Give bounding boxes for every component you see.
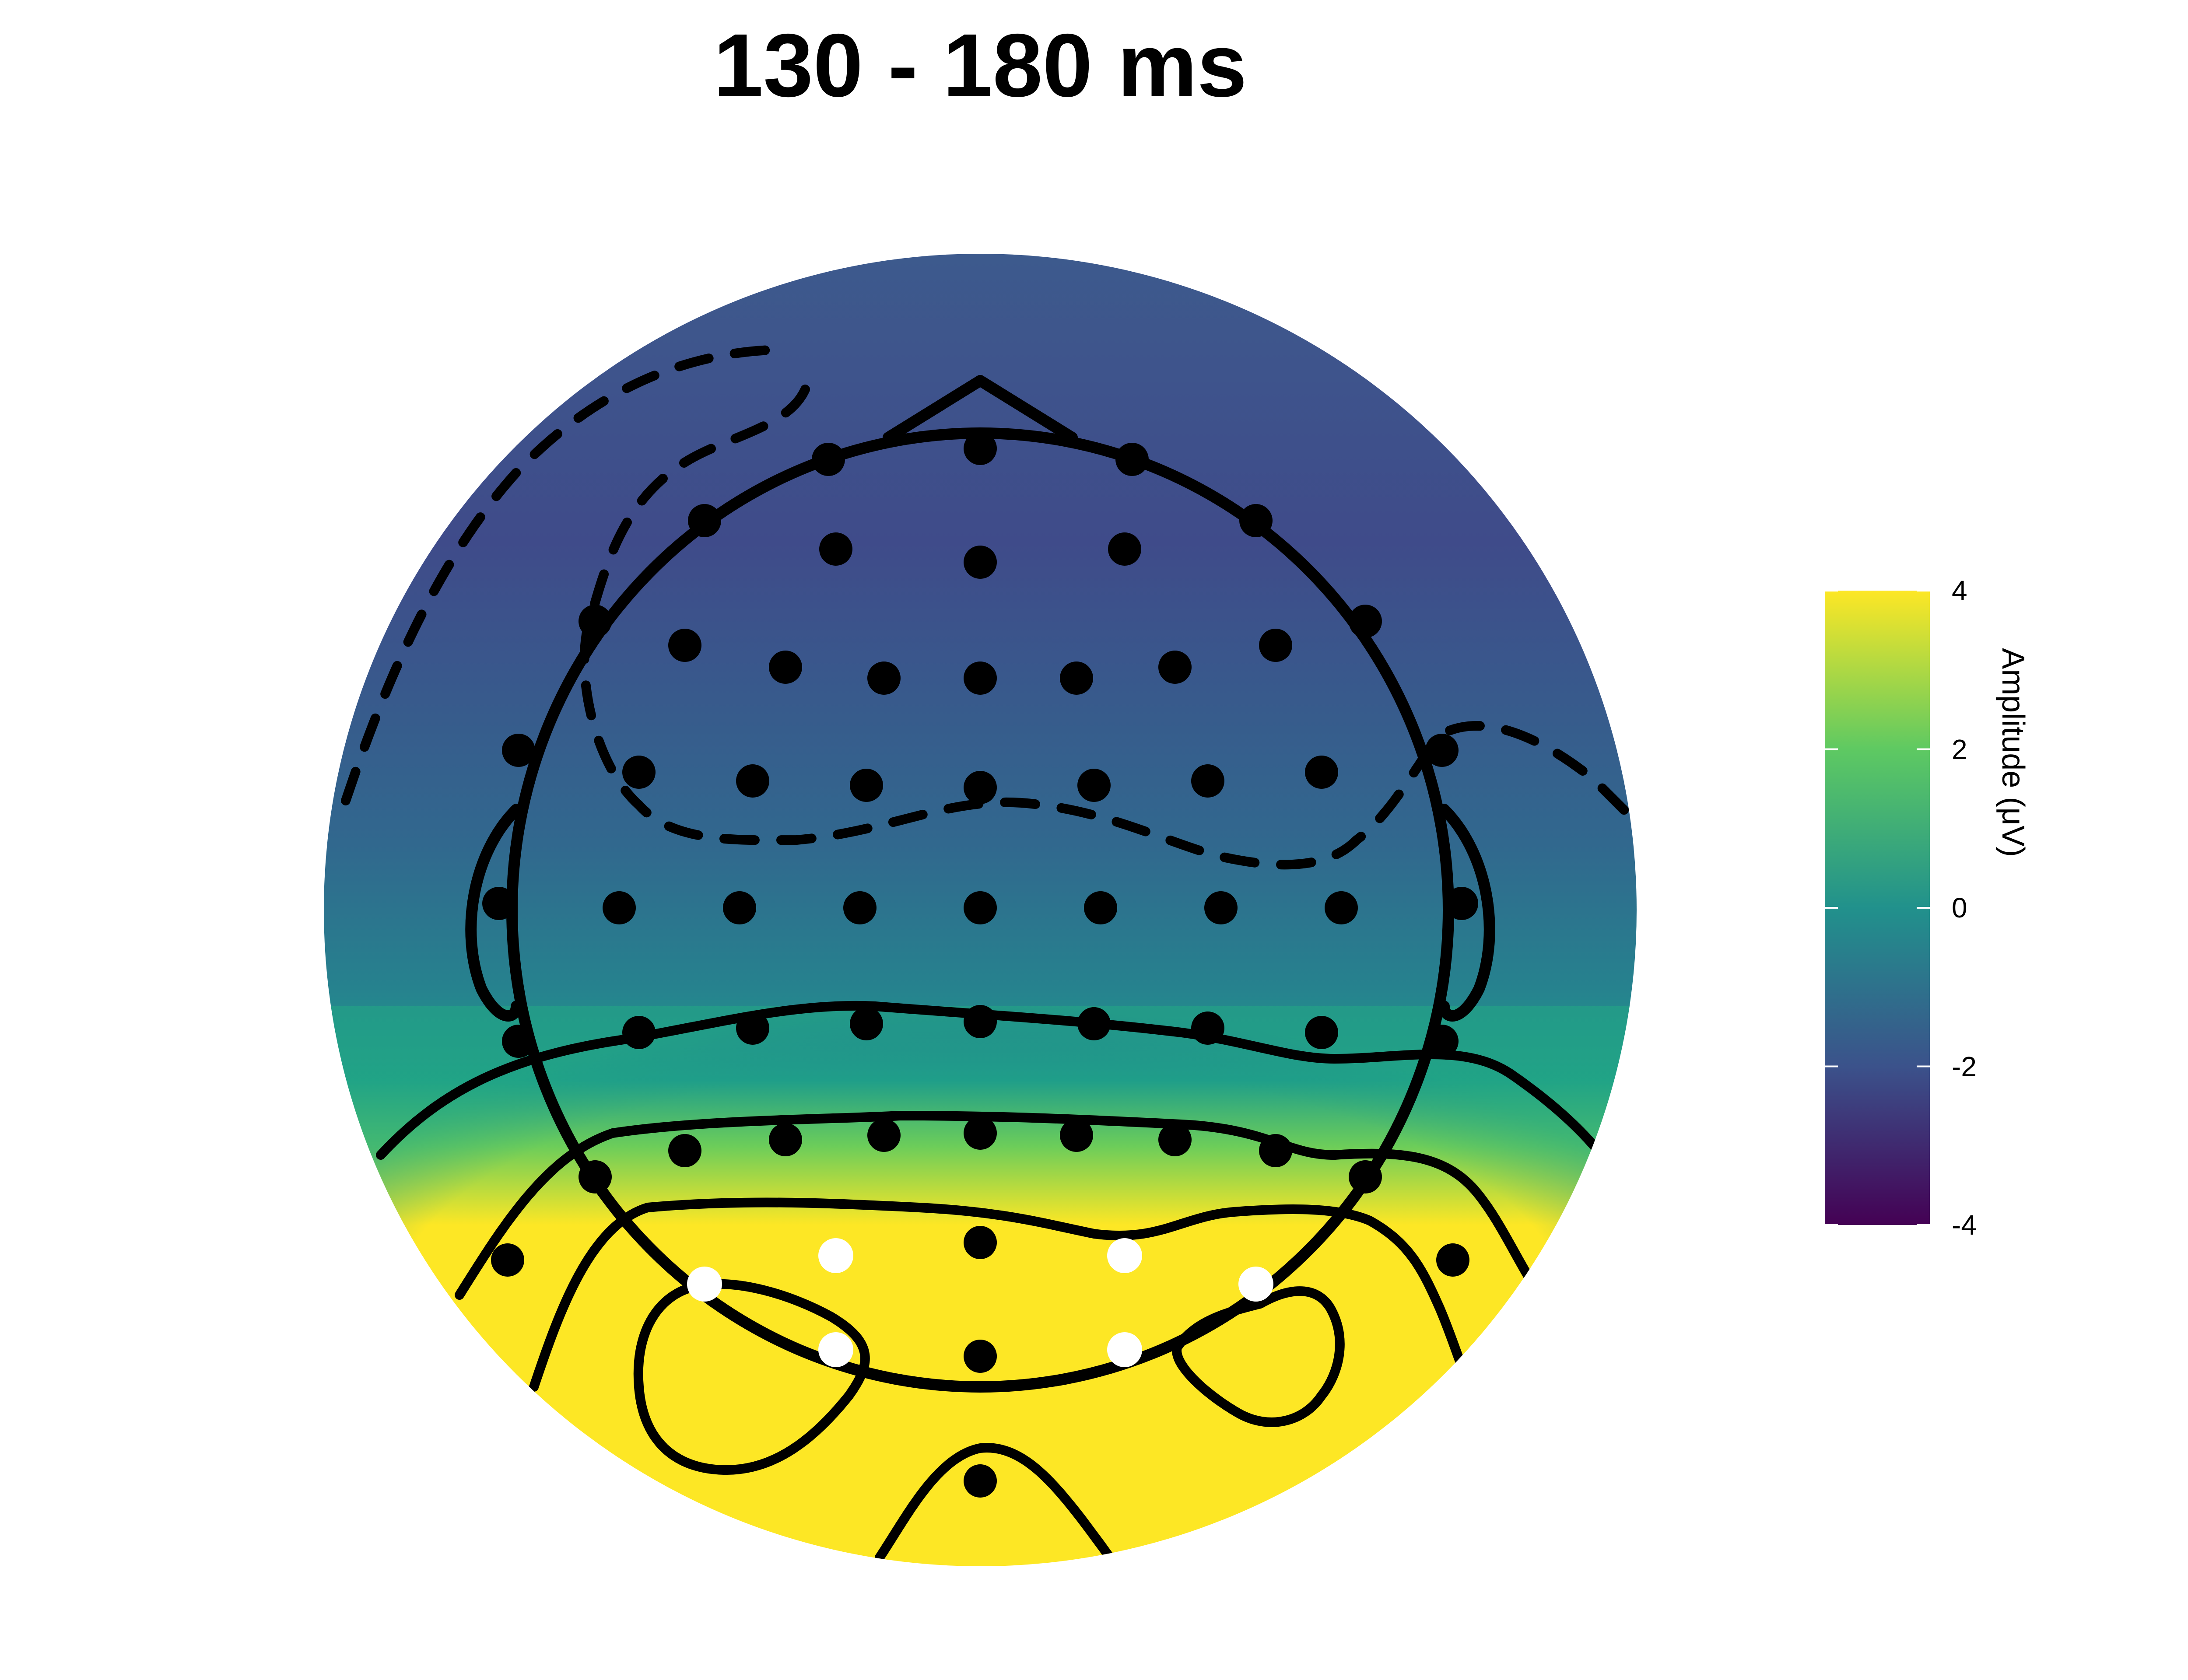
colorbar-gradient bbox=[1825, 591, 1930, 1225]
highlighted-electrode-dot bbox=[1107, 1238, 1142, 1273]
colorbar-title: Amplitude (μV) bbox=[1995, 648, 2030, 857]
highlighted-electrode-dot bbox=[818, 1238, 853, 1273]
colorbar-tick-label: -4 bbox=[1952, 1209, 1977, 1241]
electrode-dot bbox=[1445, 887, 1478, 920]
colorbar-tick-label: 2 bbox=[1952, 734, 1967, 765]
electrode-dot bbox=[1060, 1119, 1093, 1152]
electrode-dot bbox=[1158, 651, 1192, 684]
electrode-dot bbox=[502, 1025, 535, 1058]
highlighted-electrode-dot bbox=[1238, 1267, 1273, 1302]
chart-title: 130 - 180 ms bbox=[713, 15, 1247, 116]
electrode-dot bbox=[502, 734, 535, 767]
electrode-dot bbox=[579, 1160, 612, 1194]
highlighted-electrode-dot bbox=[1107, 1332, 1142, 1367]
electrode-dot bbox=[688, 504, 721, 537]
electrode-dot bbox=[1108, 532, 1141, 566]
colorbar-tick-label: -2 bbox=[1952, 1051, 1977, 1082]
electrode-dot bbox=[1191, 764, 1224, 798]
contour-positive-1 bbox=[455, 1111, 1545, 1300]
colorbar-ticks bbox=[1825, 590, 1930, 1226]
contour-positive-3-left bbox=[633, 1279, 870, 1475]
electrode-dot bbox=[964, 662, 997, 695]
contour-positive-2 bbox=[529, 1197, 1475, 1392]
electrode-dot bbox=[1259, 629, 1292, 662]
left-ear-icon bbox=[465, 804, 522, 1022]
electrode-dot bbox=[1191, 1012, 1224, 1045]
electrode-dot bbox=[964, 1340, 997, 1373]
colorbar-tick-label: 0 bbox=[1952, 892, 1967, 924]
nose-icon bbox=[883, 375, 1078, 443]
electrode-dot bbox=[579, 605, 612, 638]
electrode-dot bbox=[769, 1123, 802, 1156]
electrode-dot bbox=[491, 1243, 524, 1277]
electrode-dot bbox=[1349, 605, 1382, 638]
electrode-dot bbox=[867, 1119, 901, 1152]
colorbar: 4 2 0 -2 -4 bbox=[1825, 575, 1977, 1241]
electrode-dot bbox=[1425, 734, 1459, 767]
electrode-dot bbox=[1077, 1007, 1111, 1040]
right-ear-icon bbox=[1438, 804, 1495, 1022]
electrode-dot bbox=[819, 532, 852, 566]
electrodes bbox=[482, 432, 1478, 1498]
electrode-dot bbox=[622, 1016, 656, 1049]
electrode-dot bbox=[668, 1134, 701, 1167]
electrode-dot bbox=[1077, 769, 1111, 802]
electrode-dot bbox=[1259, 1134, 1292, 1167]
electrode-dot bbox=[964, 1005, 997, 1038]
electrode-dot bbox=[964, 771, 997, 804]
electrode-dot bbox=[1158, 1123, 1192, 1156]
electrode-dot bbox=[843, 891, 877, 924]
electrode-dot bbox=[622, 756, 656, 789]
electrode-dot bbox=[736, 1012, 769, 1045]
highlighted-electrode-dot bbox=[818, 1332, 853, 1367]
electrode-dot bbox=[1436, 1243, 1469, 1277]
electrode-dot bbox=[723, 891, 756, 924]
electrode-dot bbox=[1239, 504, 1273, 537]
electrode-dot bbox=[1325, 891, 1358, 924]
electrode-dot bbox=[964, 1226, 997, 1259]
electrode-dot bbox=[603, 891, 636, 924]
electrode-dot bbox=[1425, 1025, 1459, 1058]
electrode-dot bbox=[1115, 443, 1149, 476]
electrode-dot bbox=[482, 887, 515, 920]
contour-lines bbox=[341, 345, 1637, 1566]
contour-negative-inner bbox=[579, 385, 1637, 870]
electrode-dot bbox=[668, 629, 701, 662]
electrode-dot bbox=[850, 1007, 883, 1040]
electrode-dot bbox=[1204, 891, 1238, 924]
electrode-dot bbox=[1305, 756, 1338, 789]
highlighted-electrode-dot bbox=[687, 1267, 722, 1302]
electrode-dot bbox=[964, 1464, 997, 1498]
electrode-dot bbox=[736, 764, 769, 798]
electrode-dot bbox=[769, 651, 802, 684]
colorbar-title-wrap: Amplitude (μV) bbox=[1925, 578, 2100, 928]
electrode-dot bbox=[1060, 662, 1093, 695]
electrode-dot bbox=[964, 891, 997, 924]
electrode-dot bbox=[964, 432, 997, 465]
contour-negative-outer bbox=[341, 345, 775, 805]
colorbar-tick-labels: 4 2 0 -2 -4 bbox=[1952, 575, 1977, 1241]
electrode-dot bbox=[1349, 1160, 1382, 1194]
electrode-dot bbox=[964, 546, 997, 579]
electrode-dot bbox=[850, 769, 883, 802]
contour-positive-bottom bbox=[875, 1443, 1121, 1566]
electrode-dot bbox=[867, 662, 901, 695]
electrode-dot bbox=[964, 1116, 997, 1150]
colorbar-tick-label: 4 bbox=[1952, 575, 1967, 606]
electrode-dot bbox=[812, 443, 845, 476]
electrode-dot bbox=[1305, 1016, 1338, 1049]
electrode-dot bbox=[1084, 891, 1117, 924]
